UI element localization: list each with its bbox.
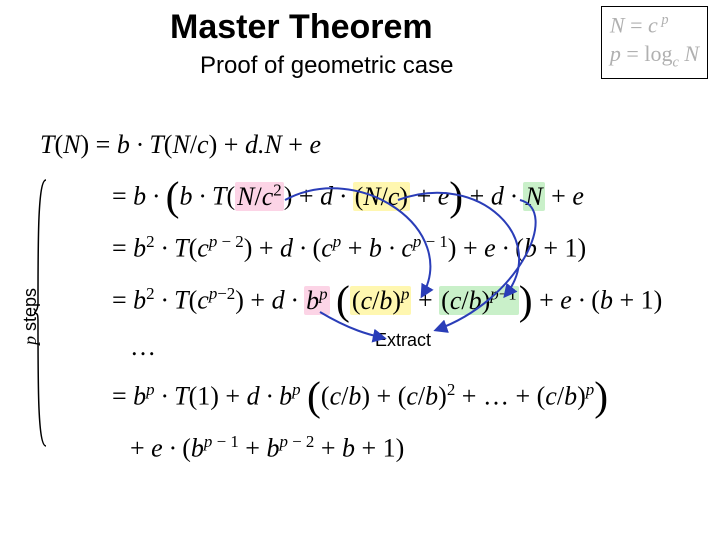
equation-line-5: = bp · T(1) + d · bp ((c/b) + (c/b)2 + …… xyxy=(112,380,608,412)
equation-ellipsis: … xyxy=(130,332,156,362)
equation-line-6: + e · (bp − 1 + bp − 2 + b + 1) xyxy=(130,432,404,464)
slide: Master Theorem Proof of geometric case N… xyxy=(0,0,720,540)
hl-Nc: (N/c) xyxy=(353,182,410,211)
corner-definitions-box: N = c p p = logc N xyxy=(601,6,708,79)
hl-cbp: (c/b)p xyxy=(350,286,412,315)
p-steps-brace xyxy=(34,178,48,448)
equation-line-2: = b · (b · T(N/c2) + d · (N/c) + e) + d … xyxy=(112,180,584,212)
equation-line-3: = b2 · T(cp − 2) + d · (cp + b · cp − 1)… xyxy=(112,232,586,264)
extract-label: Extract xyxy=(375,330,431,351)
slide-title: Master Theorem xyxy=(170,8,433,47)
equation-line-4: = b2 · T(cp−2) + d · bp ((c/b)p + (c/b)p… xyxy=(112,284,662,316)
equation-line-1: T(N) = b · T(N/c) + d.N + e xyxy=(40,130,321,160)
corner-line-N: N = c p xyxy=(610,11,699,40)
hl-N: N xyxy=(523,182,544,211)
hl-Nc2: N/c2 xyxy=(235,182,284,211)
slide-subtitle: Proof of geometric case xyxy=(200,52,453,80)
hl-bp: bp xyxy=(304,286,329,315)
corner-line-p: p = logc N xyxy=(610,40,699,72)
hl-cbp1: (c/b)p−1 xyxy=(439,286,519,315)
